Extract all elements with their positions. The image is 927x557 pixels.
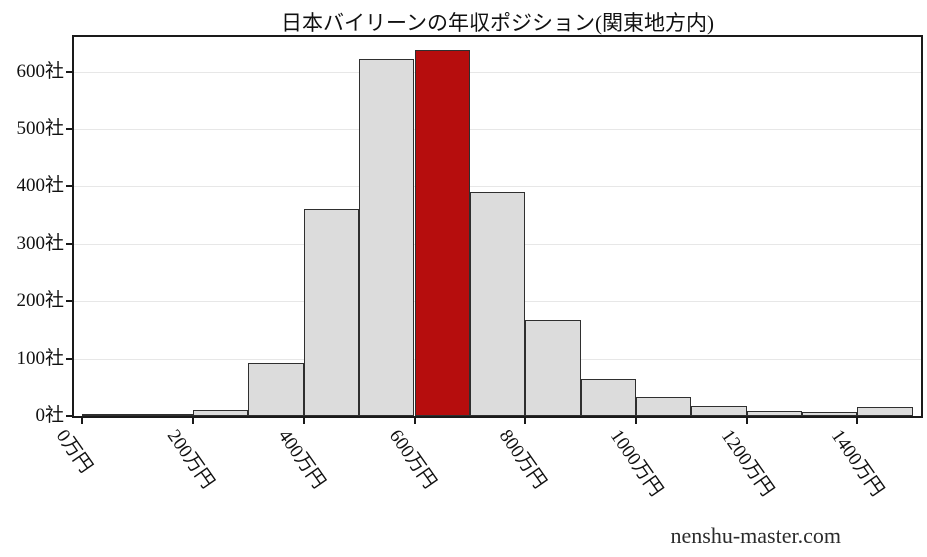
y-tick-label: 300社	[16, 232, 64, 254]
x-tick-label: 600万円	[384, 426, 440, 493]
y-tick-mark	[66, 242, 72, 245]
x-tick-mark	[634, 418, 637, 424]
bar	[359, 58, 415, 416]
y-tick-label: 200社	[16, 290, 64, 312]
bar	[802, 412, 858, 416]
y-tick-label: 400社	[16, 175, 64, 197]
bar	[248, 363, 304, 416]
y-tick-mark	[66, 415, 72, 417]
y-tick-mark	[66, 357, 72, 360]
x-tick-mark	[856, 418, 859, 424]
bar	[635, 397, 692, 416]
watermark: nenshu-master.com	[670, 523, 841, 548]
bar	[691, 406, 747, 416]
gridline	[74, 186, 921, 188]
plot-area	[72, 35, 923, 418]
y-tick-mark	[66, 127, 72, 130]
bar	[82, 414, 138, 416]
bar	[580, 379, 636, 416]
x-tick-label: 1200万円	[716, 426, 778, 501]
y-tick-label: 600社	[16, 60, 64, 82]
bar	[137, 414, 194, 416]
x-tick-label: 200万円	[162, 426, 219, 493]
x-tick-label: 0万円	[52, 426, 97, 477]
x-tick-mark	[745, 418, 748, 424]
x-tick-label: 800万円	[494, 426, 551, 493]
y-tick-mark	[66, 300, 72, 303]
x-tick-mark	[302, 418, 305, 424]
y-tick-label: 500社	[16, 117, 64, 139]
x-tick-label: 400万円	[273, 426, 329, 493]
x-tick-mark	[524, 418, 527, 424]
y-tick-label: 0社	[35, 405, 64, 426]
highlight-bar	[414, 49, 470, 416]
bar	[469, 192, 526, 416]
x-tick-label: 1000万円	[605, 426, 667, 501]
x-tick-mark	[81, 418, 84, 424]
chart-title: 日本バイリーンの年収ポジション(関東地方内)	[281, 11, 714, 35]
bar	[303, 209, 360, 416]
x-tick-mark	[192, 418, 194, 424]
bar	[193, 410, 249, 416]
y-tick-mark	[66, 70, 72, 73]
y-tick-label: 100社	[16, 347, 64, 369]
bar	[746, 410, 802, 416]
x-tick-mark	[413, 418, 416, 424]
bar	[857, 406, 913, 416]
x-tick-label: 1400万円	[827, 426, 888, 501]
bar	[525, 319, 581, 416]
y-tick-mark	[66, 185, 72, 188]
gridline	[74, 71, 921, 73]
gridline	[74, 128, 921, 130]
